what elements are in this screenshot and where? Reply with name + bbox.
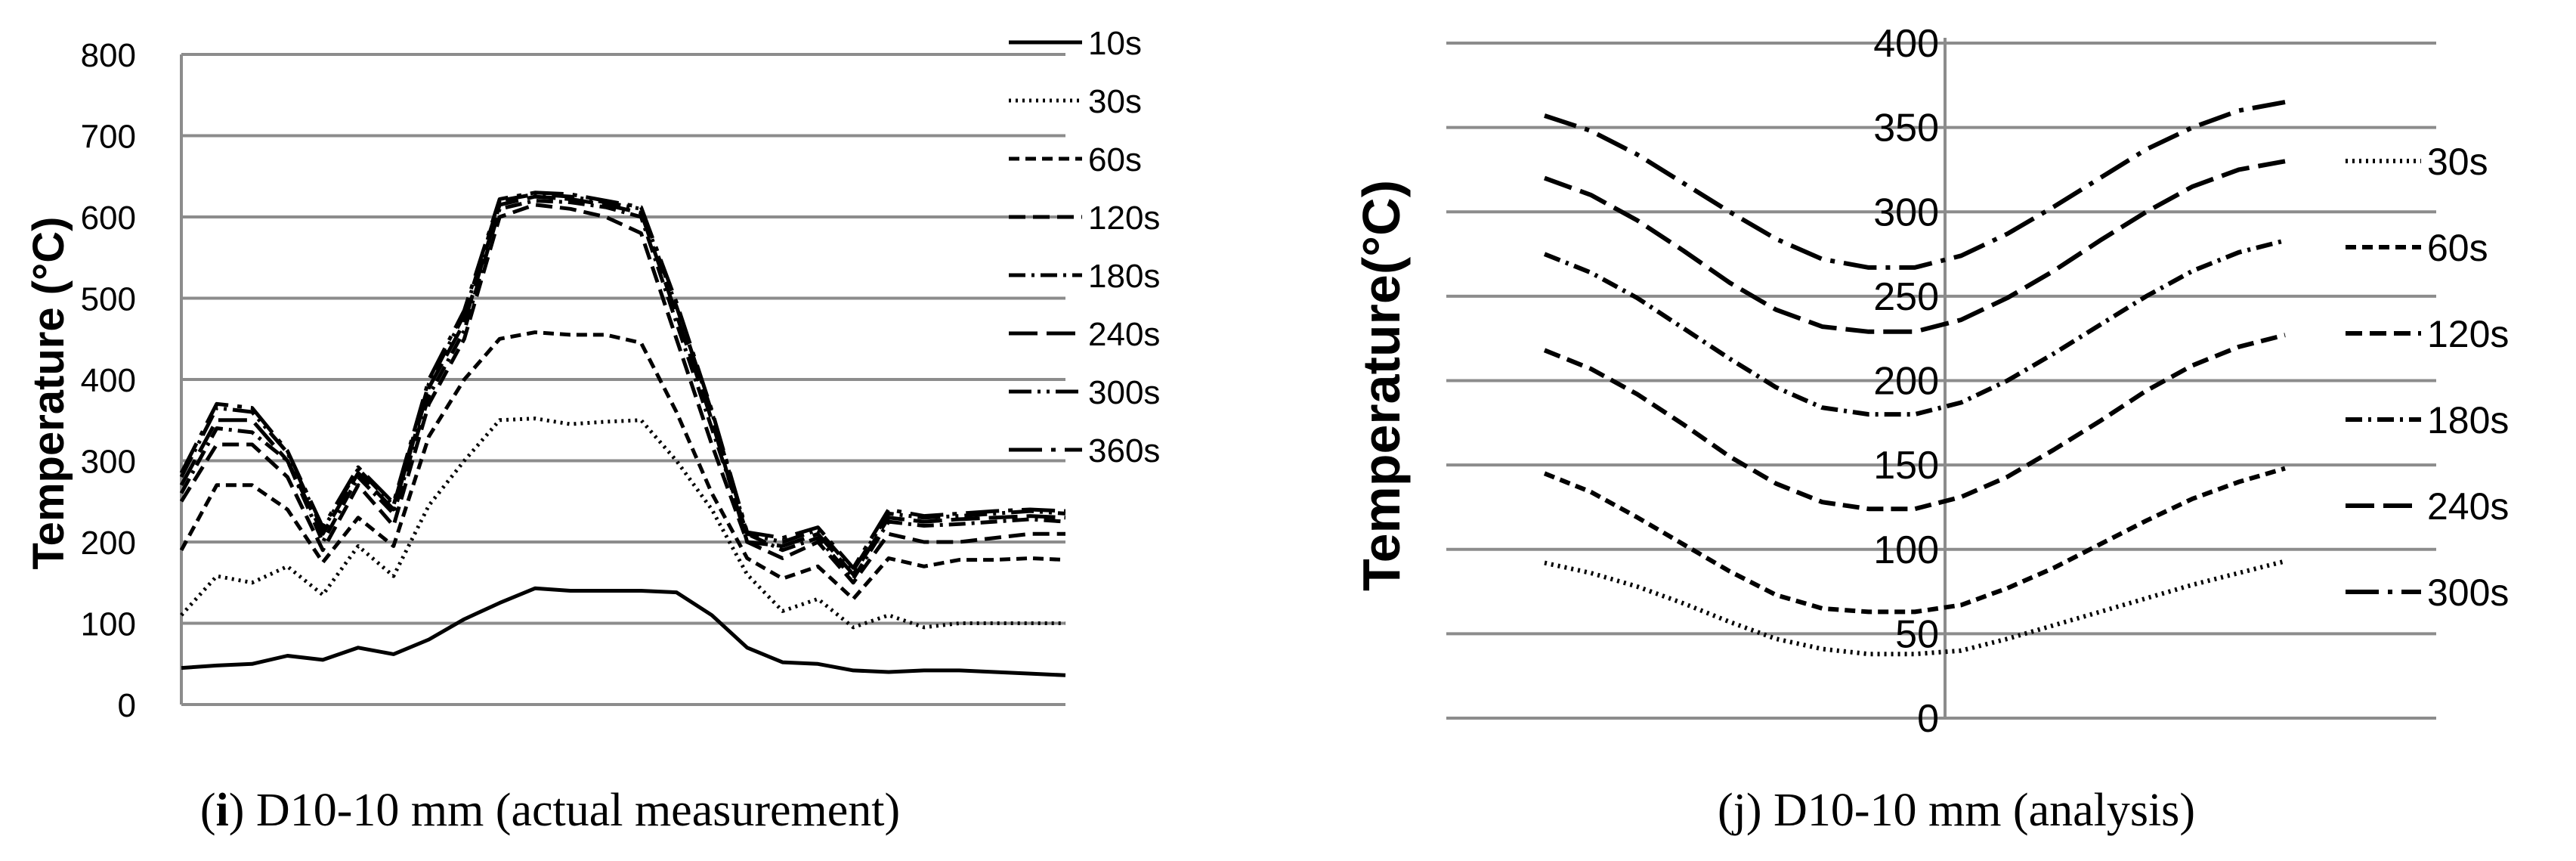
y-axis-title: Temperature(°C) [1352,180,1411,591]
legend-label-180s: 180s [1088,258,1160,295]
series-line-300s [1544,100,2286,270]
chart-caption: (i) D10-10 mm (actual measurement) [200,785,900,836]
legend-label-180s: 180s [2427,399,2509,441]
legend-label-60s: 60s [2427,227,2488,269]
legend-label-240s: 240s [1088,316,1160,353]
y-tick-label: 400 [1873,22,1939,66]
series-line-10s [181,586,1066,677]
y-tick-label: 350 [1873,107,1939,150]
legend-label-30s: 30s [1088,83,1142,120]
series-lines [1543,100,2286,657]
y-tick-label: 200 [1873,360,1939,404]
y-tick-label: 600 [81,200,136,237]
y-tick-label: 300 [1873,190,1939,234]
chart-caption: (j) D10-10 mm (analysis) [1718,785,2195,836]
legend: 10s 30s 60s 120s 180s 240s 300s 360s [1009,25,1160,469]
series-line-240s [179,194,1066,577]
y-tick-label: 100 [81,606,136,643]
y-tick-label: 50 [1895,612,1939,656]
y-tick-label: 300 [81,444,136,481]
series-line-60s [1543,466,2286,615]
series-lines [179,190,1066,677]
legend-label-300s: 300s [1088,374,1160,411]
y-tick-label: 0 [1917,697,1939,741]
legend-label-300s: 300s [2427,571,2509,614]
y-tick-label: 400 [81,362,136,399]
legend-label-60s: 60s [1088,141,1142,178]
y-tick-label: 100 [1873,528,1939,572]
y-tick-label: 800 [81,37,136,74]
series-line-60s [179,330,1066,601]
legend-label-120s: 120s [2427,313,2509,355]
y-tick-label: 0 [118,687,136,724]
gridlines [180,53,1065,706]
series-line-120s [179,203,1065,585]
legend-label-30s: 30s [2427,141,2488,183]
chart-j-analysis: 0 50 100 150 200 250 300 350 400 30s 60s 120s 180s 2… [1352,22,2509,836]
caption-text: D10-10 mm (actual measurement) [244,785,900,836]
series-line-240s [1543,159,2286,334]
series-line-180s [179,199,1066,581]
y-tick-label: 200 [81,525,136,562]
y-tick-label: 150 [1873,444,1939,488]
y-tick-labels: 0 100 200 300 400 500 600 700 800 [81,37,136,724]
gridlines [1446,42,2436,720]
series-line-120s [1543,333,2286,512]
legend-label-360s: 360s [1088,432,1160,469]
y-tick-label: 500 [81,281,136,318]
legend-label-10s: 10s [1088,25,1142,62]
y-axis-title: Temperature (°C) [24,217,73,570]
legend-label-240s: 240s [2427,485,2509,528]
legend: 30s 60s 120s 180s 240s 300s [2346,141,2509,614]
y-tick-label: 700 [81,119,136,156]
series-line-30s [180,417,1065,630]
caption-letter: i [216,785,229,836]
series-line-360s [179,190,1066,570]
series-line-180s [1543,238,2286,417]
y-tick-labels: 0 50 100 150 200 250 300 350 400 [1873,22,1939,741]
series-line-300s [179,192,1066,573]
y-tick-label: 250 [1873,275,1939,319]
legend-label-120s: 120s [1088,200,1160,237]
